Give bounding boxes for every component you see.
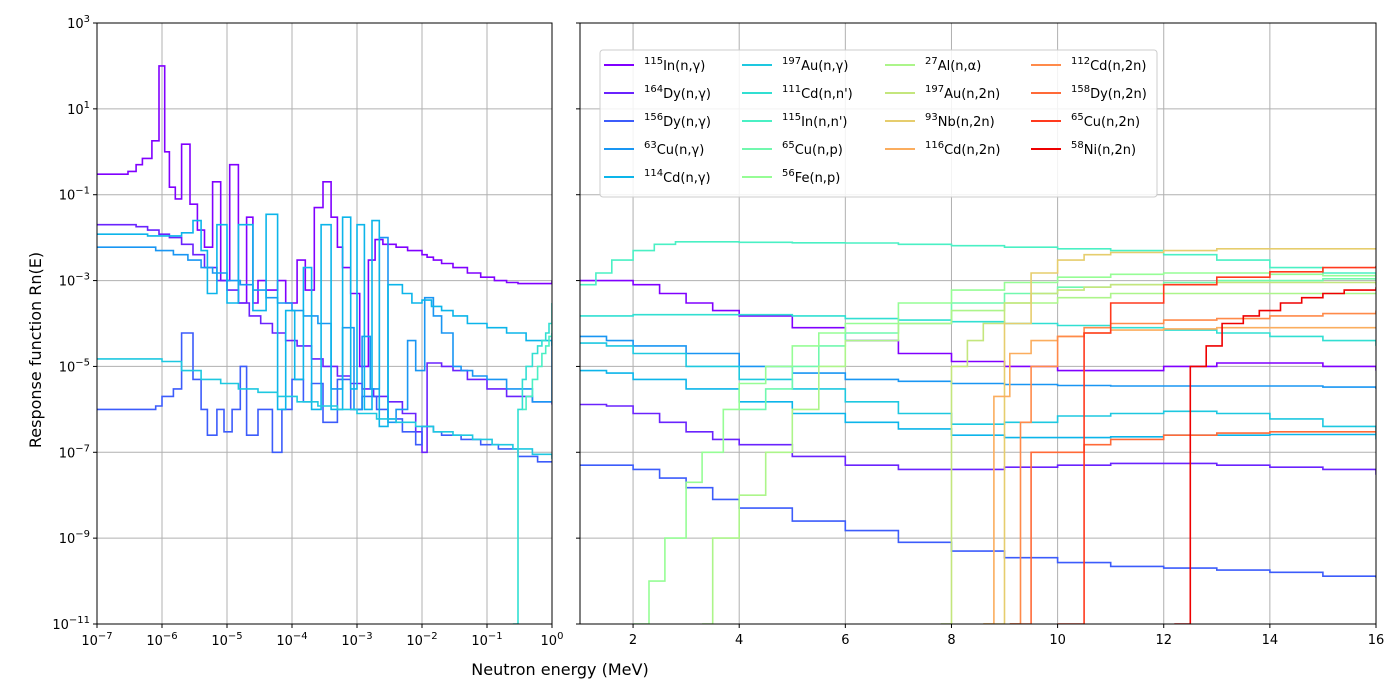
y-tick-label-left: 10−11 [52,615,90,633]
x-tick-label-left: 10−3 [341,631,372,649]
series-line-right [580,369,1376,439]
legend-entry-label: 197Au(n,γ) [782,56,848,74]
legend-entry-label: 111Cd(n,n') [782,84,853,102]
legend-entry-label: 93Nb(n,2n) [925,112,995,130]
x-tick-label-right: 6 [841,633,849,648]
series-line-left [97,213,552,428]
x-tick-label-right: 16 [1368,633,1385,648]
x-tick-label-right: 14 [1262,633,1279,648]
series-line-left [97,65,552,368]
series-line-right [1057,265,1376,624]
legend-entry-label: 197Au(n,2n) [925,84,1000,102]
x-tick-label-left: 10−1 [471,631,502,649]
legend-entry-label: 65Cu(n,p) [782,140,843,158]
series-line-right [580,342,1376,440]
y-tick-label-left: 103 [67,14,90,32]
series-line-right [633,272,1376,624]
x-tick-label-right: 10 [1049,633,1066,648]
legend-entry-label: 112Cd(n,2n) [1071,56,1146,74]
series-line-left [97,223,552,454]
series-line-right [580,279,1376,372]
legend-entry-label: 158Dy(n,2n) [1071,84,1147,102]
y-axis-title: Response function Rn(E) [26,252,45,448]
x-axis-title: Neutron energy (MeV) [471,660,648,679]
frame-right [579,22,1377,625]
legend-entry-label: 115In(n,n') [782,112,848,130]
series-line-right [580,335,1376,389]
legend-entry-label: 65Cu(n,2n) [1071,112,1140,130]
series-line-left [97,236,552,424]
x-tick-label-left: 10−2 [406,631,437,649]
series-line-left [97,332,552,463]
y-tick-label-left: 10−7 [59,443,90,461]
legend-entry-label: 58Ni(n,2n) [1071,140,1136,158]
legend-entry-label: 116Cd(n,2n) [925,140,1000,158]
x-tick-label-left: 10−5 [211,631,242,649]
x-tick-label-left: 10−4 [276,631,307,649]
series-right [580,241,1376,624]
series-line-left [97,358,552,459]
series-line-right [702,292,1376,624]
y-tick-label-left: 10−3 [59,272,90,290]
series-line-right [1174,287,1376,624]
legend-entry-label: 156Dy(n,γ) [644,112,711,130]
y-tick-label-left: 101 [67,100,90,118]
series-line-right [983,326,1376,624]
series-line-right [1009,431,1376,624]
y-tick-label-left: 10−9 [59,529,90,547]
x-tick-label-left: 100 [541,631,564,649]
series-line-right [940,281,1376,624]
high-energy-panel: 2 4 6 8 10 12 14 16 115In(n,γ) 164Dy(n,γ) 156Dy(n… [576,22,1385,648]
x-tick-label-right: 4 [735,633,743,648]
y-tick-label-left: 10−5 [59,357,90,375]
x-tick-label-right: 12 [1155,633,1172,648]
series-line-right [580,403,1376,475]
legend-entry-label: 115In(n,γ) [644,56,705,74]
legend-entry-label: 63Cu(n,γ) [644,140,704,158]
series-left [97,65,552,624]
x-tick-label-right: 8 [947,633,955,648]
legend: 115In(n,γ) 164Dy(n,γ) 156Dy(n,γ) 63Cu(n,γ) 1… [599,49,1158,198]
legend-entry-label: 164Dy(n,γ) [644,84,711,102]
axis-ticks-right: 2 4 6 8 10 12 14 16 [576,22,1385,648]
legend-box [599,49,1158,198]
series-line-left [522,323,552,411]
axis-ticks-left: 10−7 10−6 10−5 10−4 10−3 10−2 10−1 100 10−11 10−9… [52,14,563,649]
low-energy-panel: 10−7 10−6 10−5 10−4 10−3 10−2 10−1 100 10−11 10−9… [52,14,563,649]
series-line-right [580,464,1376,578]
legend-entry-label: 114Cd(n,γ) [644,168,711,186]
legend-entry-label: 27Al(n,α) [925,56,981,74]
x-tick-label-right: 2 [629,633,637,648]
series-line-right [983,248,1376,624]
frame-left [96,22,553,625]
x-tick-label-left: 10−6 [146,631,177,649]
series-line-right [580,241,1376,286]
legend-entry-label: 56Fe(n,p) [782,168,840,186]
y-tick-label-left: 10−1 [59,186,90,204]
x-tick-label-left: 10−7 [81,631,112,649]
